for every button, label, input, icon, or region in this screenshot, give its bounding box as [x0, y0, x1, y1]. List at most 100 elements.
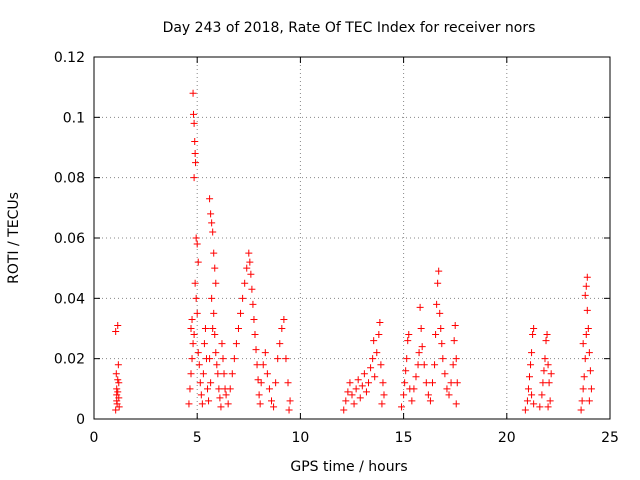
data-point — [206, 355, 214, 363]
data-point — [210, 249, 218, 257]
data-point — [404, 337, 412, 345]
data-point — [252, 346, 260, 354]
data-point — [246, 258, 254, 266]
data-point — [226, 385, 234, 393]
data-point — [408, 397, 416, 405]
data-point — [188, 315, 196, 323]
data-point — [189, 340, 197, 348]
data-point — [209, 228, 217, 236]
y-tick-label: 0.04 — [54, 291, 85, 307]
data-point — [276, 340, 284, 348]
data-point — [415, 349, 423, 357]
data-point — [115, 379, 123, 387]
data-point — [582, 282, 590, 290]
data-point — [216, 394, 224, 402]
data-point — [587, 385, 595, 393]
data-point — [197, 391, 205, 399]
data-point — [230, 355, 238, 363]
data-point — [544, 361, 552, 369]
data-point — [348, 391, 356, 399]
data-point — [185, 400, 193, 408]
data-point — [222, 391, 230, 399]
data-point — [196, 379, 204, 387]
data-point — [211, 264, 219, 272]
data-point — [232, 340, 240, 348]
data-point — [263, 370, 271, 378]
data-point — [529, 331, 537, 339]
data-point — [192, 294, 200, 302]
data-point — [191, 279, 199, 287]
data-point — [453, 379, 461, 387]
data-point — [259, 361, 267, 369]
data-point — [224, 400, 232, 408]
data-point — [435, 267, 443, 275]
x-tick-label: 5 — [193, 430, 202, 446]
data-point — [280, 315, 288, 323]
data-point — [432, 331, 440, 339]
data-point — [577, 406, 585, 414]
data-point — [191, 137, 199, 145]
data-point — [219, 355, 227, 363]
data-point — [254, 376, 262, 384]
data-point — [189, 89, 197, 97]
x-tick-label: 10 — [291, 430, 309, 446]
data-point — [114, 321, 122, 329]
data-point — [200, 340, 208, 348]
y-axis-label: ROTI / TECUs — [6, 192, 22, 284]
data-point — [530, 325, 538, 332]
data-point — [214, 370, 222, 378]
data-point — [257, 379, 265, 387]
data-point — [583, 273, 591, 281]
data-point — [192, 234, 200, 242]
data-point — [211, 331, 219, 339]
data-point — [438, 340, 446, 348]
data-point — [274, 355, 282, 363]
data-point — [241, 279, 249, 287]
data-point — [187, 370, 195, 378]
data-point — [539, 379, 547, 387]
data-point — [201, 325, 209, 332]
data-point — [249, 300, 257, 308]
y-tick-label: 0 — [76, 412, 85, 428]
data-point — [114, 388, 122, 396]
data-point — [541, 355, 549, 363]
data-point — [243, 264, 251, 272]
data-point — [585, 349, 593, 357]
data-point — [436, 309, 444, 317]
data-point — [204, 385, 212, 393]
data-point — [365, 379, 373, 387]
data-point — [199, 370, 207, 378]
data-point — [265, 385, 273, 393]
data-point — [112, 406, 120, 414]
data-point — [190, 174, 198, 182]
data-point — [424, 391, 432, 399]
data-point — [268, 397, 276, 405]
data-point — [373, 349, 381, 357]
data-point — [250, 315, 258, 323]
data-point — [536, 403, 544, 411]
data-point — [369, 355, 377, 363]
x-tick-label: 20 — [498, 430, 516, 446]
data-point — [261, 349, 269, 357]
data-point — [580, 373, 588, 381]
data-point — [530, 400, 538, 408]
data-point — [578, 397, 586, 405]
x-tick-label: 15 — [395, 430, 413, 446]
data-point — [545, 379, 553, 387]
data-point — [190, 331, 198, 339]
data-point — [447, 379, 455, 387]
data-point — [433, 300, 441, 308]
data-point — [420, 361, 428, 369]
data-point — [540, 367, 548, 375]
data-point — [217, 403, 225, 411]
data-point — [206, 195, 214, 203]
data-point — [191, 150, 199, 158]
data-point — [228, 370, 236, 378]
data-point — [358, 382, 366, 390]
data-point — [213, 361, 221, 369]
data-point — [209, 325, 217, 332]
data-point — [443, 385, 451, 393]
data-point — [212, 279, 220, 287]
data-point — [401, 379, 409, 387]
